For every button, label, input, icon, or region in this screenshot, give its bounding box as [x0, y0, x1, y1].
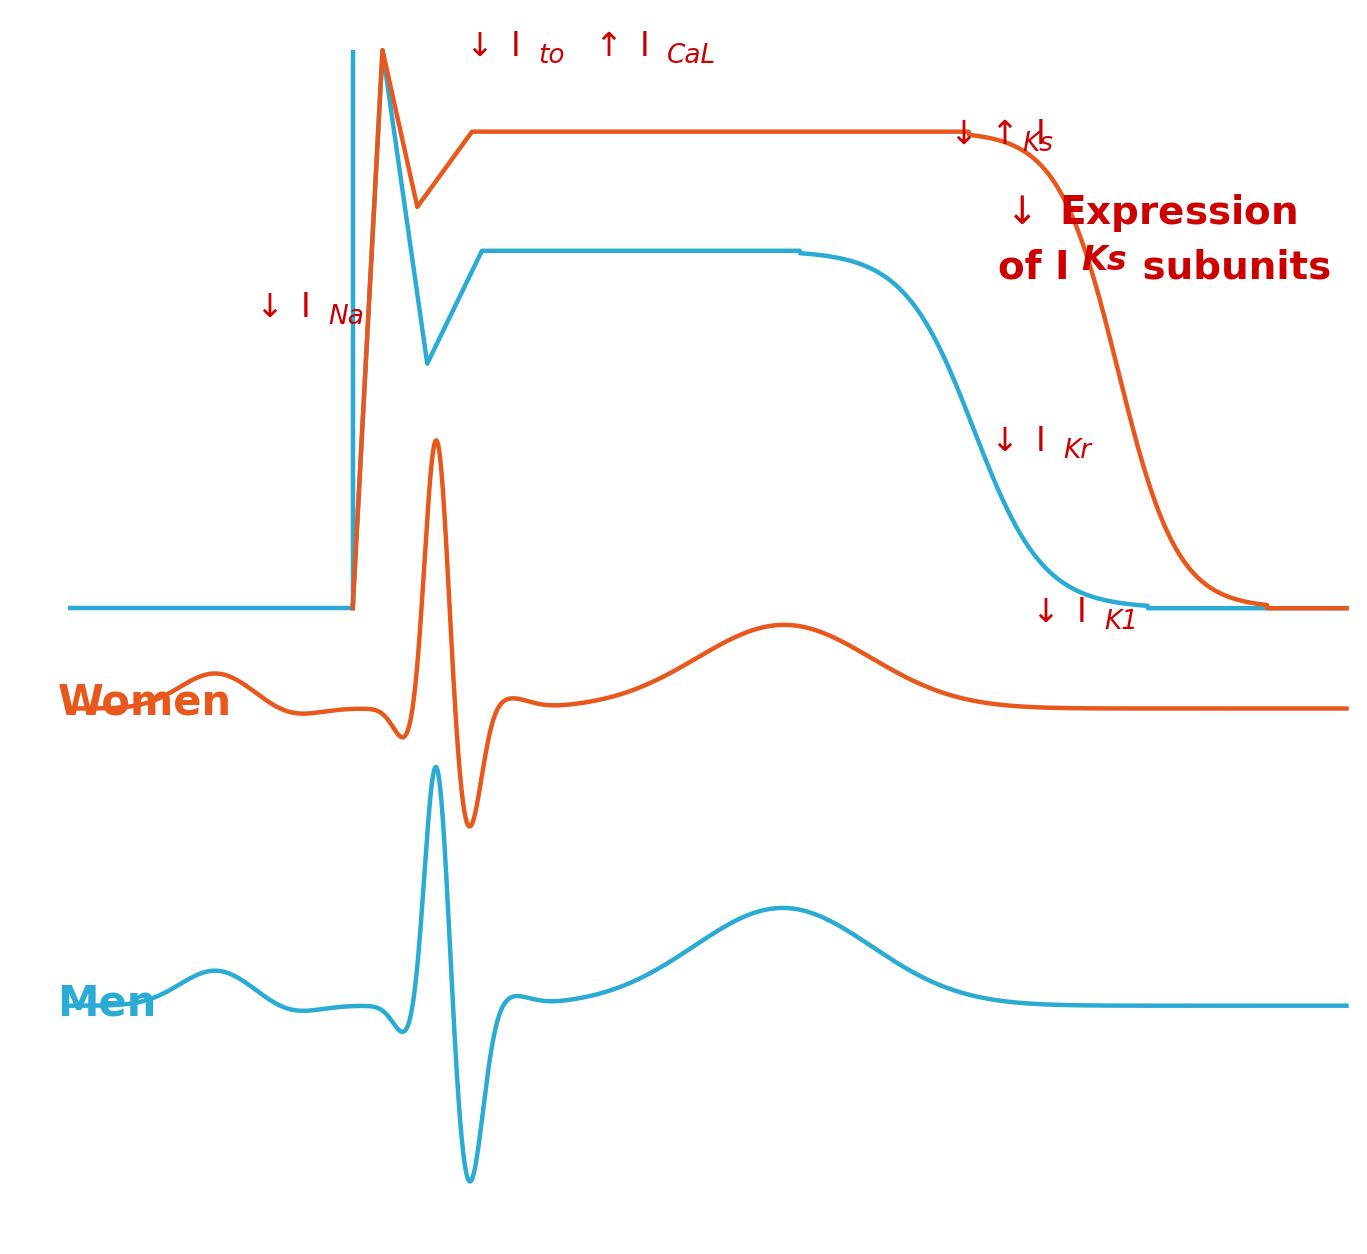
Text: Women: Women — [57, 681, 231, 724]
Text: Men: Men — [57, 982, 157, 1025]
Text: $\downarrow$ I: $\downarrow$ I — [984, 425, 1044, 458]
Text: $\downarrow\uparrow$ I: $\downarrow\uparrow$ I — [943, 118, 1044, 150]
Text: Kr: Kr — [1064, 439, 1092, 464]
Text: $\downarrow$ Expression: $\downarrow$ Expression — [998, 192, 1297, 234]
Text: of I: of I — [998, 248, 1069, 286]
Text: $\uparrow$ I: $\uparrow$ I — [588, 30, 648, 63]
Text: K1: K1 — [1105, 609, 1139, 635]
Text: subunits: subunits — [1129, 248, 1331, 286]
Text: $\downarrow$ I: $\downarrow$ I — [1025, 596, 1085, 628]
Text: $\downarrow$ I: $\downarrow$ I — [459, 30, 519, 63]
Text: to: to — [539, 44, 565, 69]
Text: Ks: Ks — [1023, 132, 1054, 157]
Text: Ks: Ks — [1081, 245, 1126, 277]
Text: $\downarrow$ I: $\downarrow$ I — [249, 291, 309, 324]
Text: CaL: CaL — [667, 44, 716, 69]
Text: Na: Na — [328, 305, 364, 330]
